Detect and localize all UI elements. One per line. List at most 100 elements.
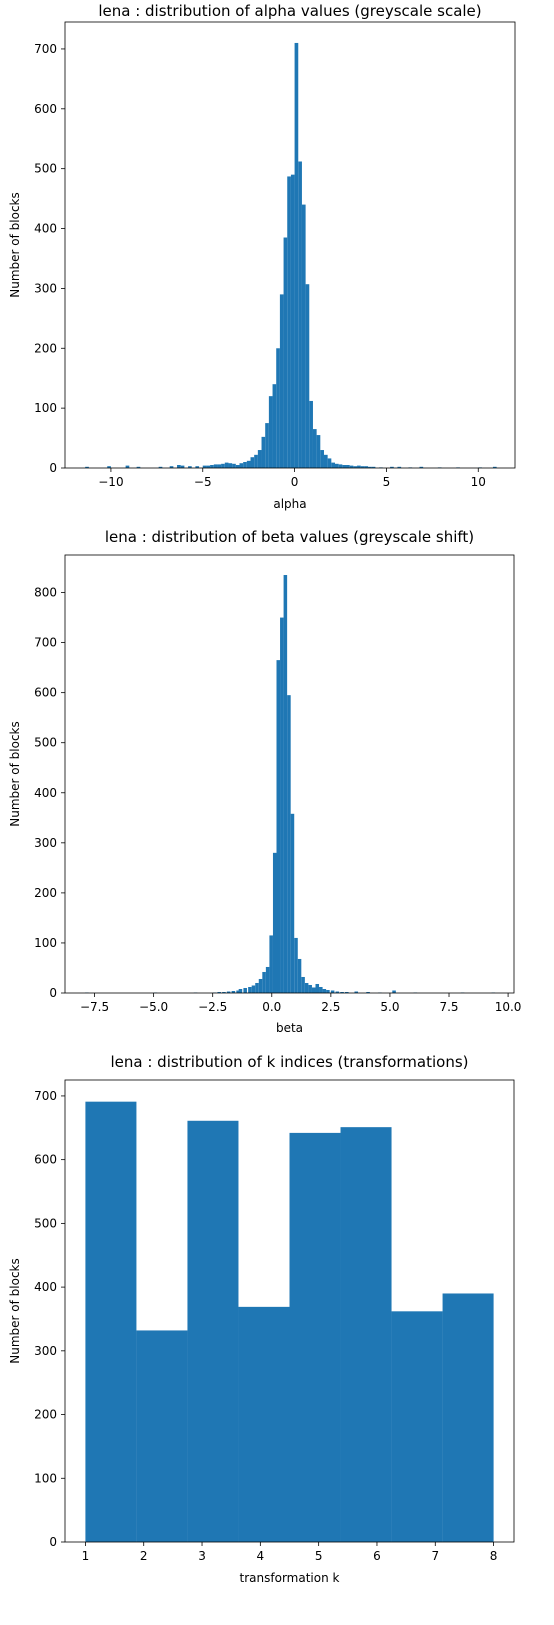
x-tick-label: 5.0 xyxy=(380,1000,399,1014)
histogram-bar xyxy=(251,985,256,993)
y-tick-label: 0 xyxy=(49,986,57,1000)
y-axis-label: Number of blocks xyxy=(8,721,22,827)
histogram-bar xyxy=(311,987,316,993)
histogram-bar xyxy=(238,1306,290,1542)
histogram-bar xyxy=(289,1132,341,1542)
histogram-bar xyxy=(187,1120,239,1542)
x-tick-label: 1 xyxy=(82,1549,90,1563)
x-tick-label: 4 xyxy=(257,1549,265,1563)
histogram-bar xyxy=(262,971,266,993)
histogram-bar xyxy=(364,466,369,468)
histogram-bar xyxy=(231,991,236,993)
histogram-bar xyxy=(366,992,370,993)
x-tick-label: 2 xyxy=(140,1549,148,1563)
histogram-bar xyxy=(290,174,295,468)
histogram-bar xyxy=(206,465,211,468)
histogram-bar xyxy=(213,464,218,468)
histogram-bar xyxy=(279,294,284,468)
histogram-bar xyxy=(287,695,291,993)
histogram-bar xyxy=(85,1101,137,1542)
histogram-bar xyxy=(390,466,394,468)
histogram-bar xyxy=(349,465,354,468)
x-tick-label: 10 xyxy=(471,475,486,489)
bars-group xyxy=(85,1101,494,1542)
y-tick-label: 600 xyxy=(34,102,57,116)
histogram-bar xyxy=(335,463,339,468)
histogram-bar xyxy=(305,284,310,468)
x-axis-label: beta xyxy=(276,1021,303,1035)
histogram-bar xyxy=(294,937,298,993)
histogram-bar xyxy=(268,396,273,468)
histogram-bar xyxy=(340,1127,392,1542)
y-tick-label: 600 xyxy=(34,1153,57,1167)
histogram-bar xyxy=(392,990,396,993)
histogram-bar xyxy=(238,989,243,993)
histogram-bar xyxy=(177,465,181,468)
y-tick-label: 200 xyxy=(34,886,57,900)
y-tick-label: 700 xyxy=(34,636,57,650)
histogram-bar xyxy=(371,466,376,468)
chart-title: lena : distribution of k indices (transf… xyxy=(110,1053,468,1071)
plot-frame xyxy=(64,1079,515,1543)
y-tick-label: 100 xyxy=(34,401,57,415)
bars-group xyxy=(85,575,496,993)
plot-frame xyxy=(64,21,516,469)
chart-title: lena : distribution of beta values (grey… xyxy=(105,528,474,546)
histogram-bar xyxy=(368,466,372,468)
y-tick-label: 500 xyxy=(34,1216,57,1230)
histogram-bar xyxy=(272,852,277,993)
histogram-bar xyxy=(360,466,365,468)
x-tick-label: −10 xyxy=(98,475,123,489)
histogram-bar xyxy=(322,989,327,993)
histogram-bar xyxy=(136,466,141,468)
y-tick-label: 800 xyxy=(34,586,57,600)
histogram-bar xyxy=(308,984,312,993)
histogram-bar xyxy=(272,384,277,468)
histogram-bar xyxy=(309,400,313,468)
histogram-bar xyxy=(236,990,240,993)
x-tick-label: 10.0 xyxy=(495,1000,522,1014)
y-tick-label: 700 xyxy=(34,1089,57,1103)
histogram-bar xyxy=(327,458,332,468)
y-tick-label: 0 xyxy=(49,1535,57,1549)
histogram-bar xyxy=(320,450,324,468)
histogram-bar xyxy=(492,466,497,468)
histogram-bar xyxy=(338,464,343,468)
y-tick-label: 300 xyxy=(34,1344,57,1358)
x-tick-label: 3 xyxy=(198,1549,206,1563)
y-tick-label: 400 xyxy=(34,222,57,236)
x-axis-label: alpha xyxy=(273,497,306,511)
x-tick-label: −7.5 xyxy=(80,1000,109,1014)
histogram-bar xyxy=(319,986,323,993)
y-tick-label: 400 xyxy=(34,1280,57,1294)
histogram-bar xyxy=(239,463,244,468)
beta-histogram-chart: −7.5 −5.0 −2.5 0.0 2.5 5.0 7.5 10.0 0 100 200 300 40… xyxy=(8,528,522,1035)
histogram-bar xyxy=(340,992,344,993)
chart-title: lena : distribution of alpha values (gre… xyxy=(98,2,481,20)
x-tick-label: 5 xyxy=(383,475,391,489)
y-tick-label: 300 xyxy=(34,836,57,850)
histogram-bar xyxy=(243,462,247,468)
y-tick-label: 500 xyxy=(34,162,57,176)
histogram-bar xyxy=(265,423,269,468)
histogram-bar xyxy=(125,465,130,468)
x-tick-label: 0 xyxy=(291,475,299,489)
histogram-bar xyxy=(224,462,229,468)
histogram-bar xyxy=(265,966,270,993)
y-tick-label: 300 xyxy=(34,281,57,295)
histogram-bar xyxy=(391,1311,443,1542)
histogram-bar xyxy=(107,466,111,468)
histogram-bar xyxy=(254,454,258,468)
histogram-bar xyxy=(250,457,255,468)
histogram-bar xyxy=(397,466,402,468)
histogram-bar xyxy=(269,935,273,993)
histogram-bar xyxy=(246,460,251,468)
histogram-bar xyxy=(261,436,266,468)
histogram-bar xyxy=(331,462,335,468)
histogram-bar xyxy=(221,463,225,468)
histogram-bar xyxy=(235,465,240,468)
x-tick-label: −2.5 xyxy=(198,1000,227,1014)
y-tick-label: 200 xyxy=(34,341,57,355)
x-tick-label: 0.0 xyxy=(262,1000,281,1014)
